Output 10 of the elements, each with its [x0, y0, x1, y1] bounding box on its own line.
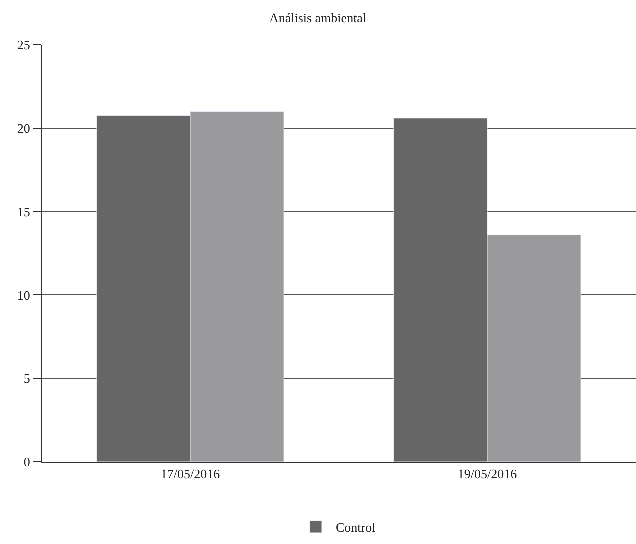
y-tick-label: 20	[17, 120, 30, 136]
x-tick-label: 19/05/2016	[458, 466, 518, 482]
y-tick-label: 10	[17, 288, 30, 303]
y-tick-label: 5	[24, 371, 30, 386]
chart-title: Análisis ambiental	[269, 10, 367, 26]
y-tick-label: 25	[17, 38, 30, 53]
legend-label: Control	[336, 520, 376, 536]
y-tick-label: 0	[24, 454, 30, 470]
x-tick-label: 17/05/2016	[160, 466, 221, 482]
y-tick-label: 15	[17, 204, 30, 220]
